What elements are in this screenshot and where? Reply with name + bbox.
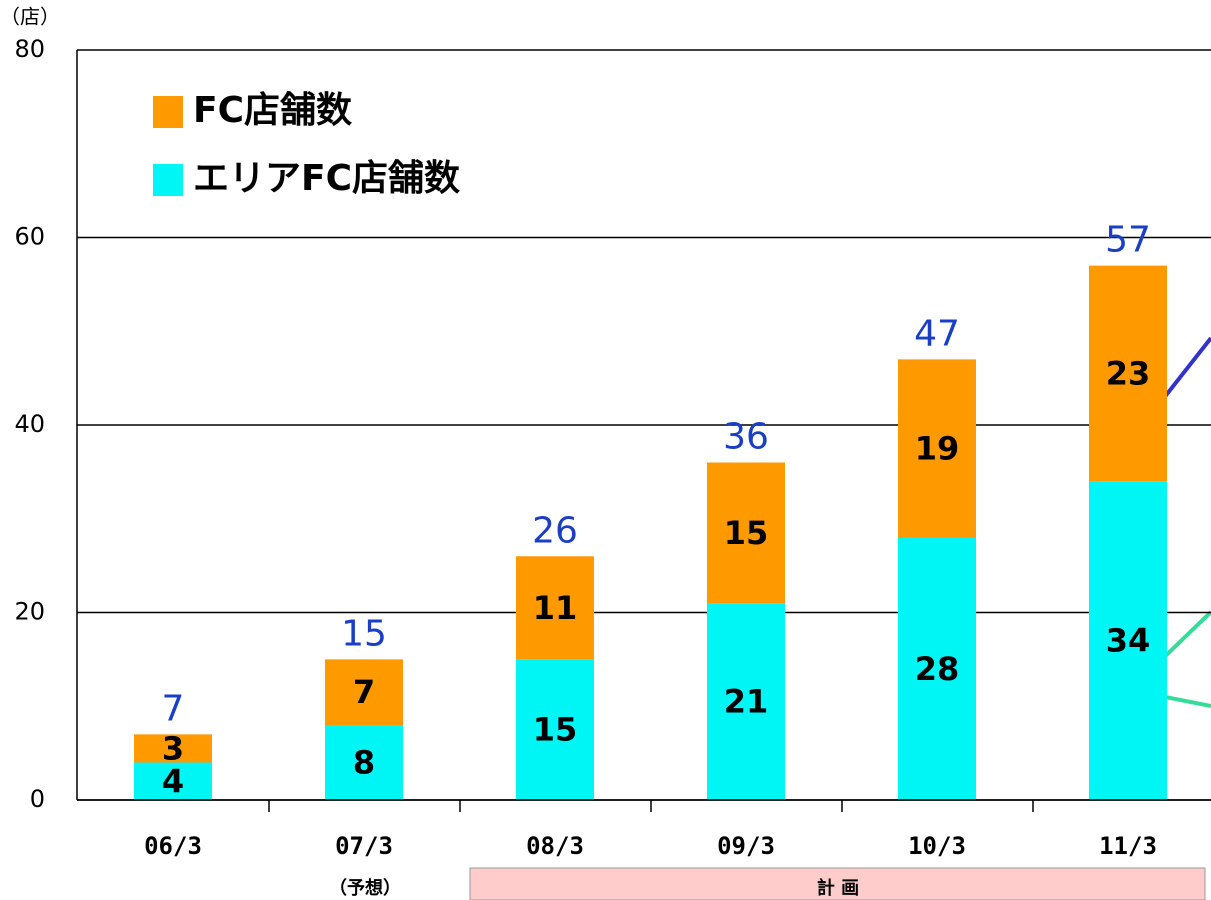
bar-segment bbox=[516, 556, 594, 660]
bar-segment bbox=[707, 462, 785, 604]
segment-label: 15 bbox=[533, 711, 578, 749]
segment-label: 28 bbox=[915, 650, 960, 688]
segment-label: 19 bbox=[915, 429, 960, 467]
segment-label: 23 bbox=[1106, 354, 1151, 392]
bar-segment bbox=[516, 659, 594, 800]
legend-label: エリアFC店舗数 bbox=[193, 158, 460, 199]
bar-segment bbox=[898, 359, 976, 538]
legend-swatch bbox=[153, 164, 183, 196]
segment-label: 7 bbox=[353, 673, 375, 711]
bar-segment bbox=[134, 734, 212, 763]
forecast-label: （予想） bbox=[329, 877, 401, 899]
segment-label: 34 bbox=[1106, 622, 1151, 660]
total-label: 26 bbox=[532, 510, 578, 551]
y-tick-label: 60 bbox=[14, 223, 45, 251]
legend-swatch bbox=[153, 96, 183, 128]
y-axis-unit: （店） bbox=[0, 5, 60, 29]
x-tick-label: 06/3 bbox=[144, 832, 202, 860]
total-label: 7 bbox=[162, 688, 185, 729]
bar-segment bbox=[898, 537, 976, 800]
y-tick-label: 40 bbox=[14, 410, 45, 438]
segment-label: 4 bbox=[162, 762, 184, 800]
y-tick-label: 20 bbox=[14, 598, 45, 626]
y-tick-label: 0 bbox=[30, 785, 45, 813]
segment-label: 21 bbox=[724, 683, 769, 721]
bar-segment bbox=[707, 603, 785, 800]
total-label: 57 bbox=[1105, 220, 1151, 261]
legend-label: FC店舗数 bbox=[193, 90, 352, 131]
plan-label: 計 画 bbox=[817, 877, 859, 899]
bar-segment bbox=[325, 659, 403, 725]
x-tick-label: 08/3 bbox=[526, 832, 584, 860]
total-label: 36 bbox=[723, 417, 769, 458]
total-label: 15 bbox=[341, 613, 387, 654]
bar-segment bbox=[1089, 481, 1167, 800]
x-tick-label: 07/3 bbox=[335, 832, 393, 860]
x-tick-label: 11/3 bbox=[1099, 832, 1157, 860]
segment-label: 3 bbox=[162, 729, 184, 767]
x-tick-label: 09/3 bbox=[717, 832, 775, 860]
y-tick-label: 80 bbox=[14, 35, 45, 63]
segment-label: 8 bbox=[353, 744, 375, 782]
plan-band bbox=[469, 867, 1206, 900]
total-label: 47 bbox=[914, 313, 960, 354]
bar-segment bbox=[325, 725, 403, 800]
bar-segment bbox=[134, 762, 212, 800]
segment-label: 15 bbox=[724, 514, 769, 552]
segment-label: 11 bbox=[533, 589, 578, 627]
x-tick-label: 10/3 bbox=[908, 832, 966, 860]
bar-segment bbox=[1089, 265, 1167, 482]
